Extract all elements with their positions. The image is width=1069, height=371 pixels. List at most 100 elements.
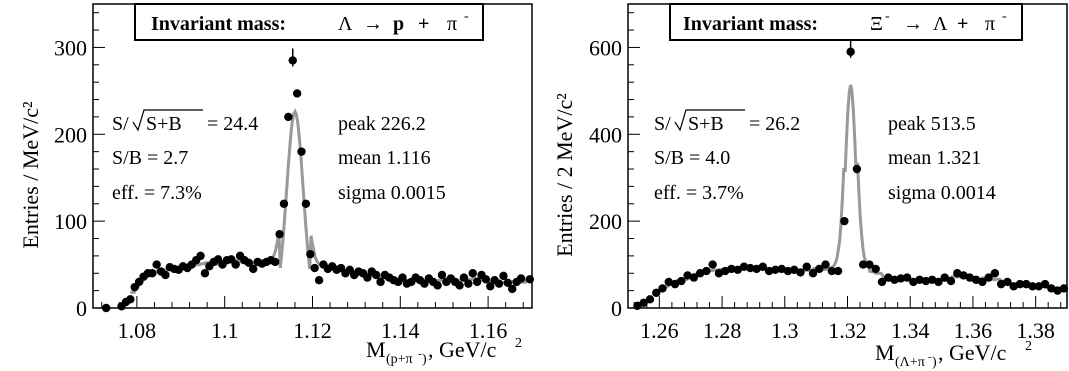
reaction-daughter2: π <box>447 13 457 35</box>
efficiency: eff. = 3.7% <box>654 182 744 204</box>
data-point <box>459 273 469 282</box>
plot-area: 1.26 1.28 1.3 1.32 1.34 1.36 1.38 0 200 400 600 <box>589 3 1069 343</box>
data-point <box>101 303 111 313</box>
data-point <box>231 260 240 269</box>
data-point <box>821 260 830 269</box>
x-title-subclose: ) <box>422 352 427 367</box>
chart-panel-lambda: 1.08 1.1 1.12 1.14 1.16 0 100 200 300 Invariant … <box>0 0 534 371</box>
x-tick-label: 1.08 <box>118 318 157 343</box>
data-point <box>249 264 258 274</box>
data-point <box>708 260 717 269</box>
significance-arg: S+B <box>688 113 724 135</box>
x-title-sub: (Λ+π <box>895 355 925 370</box>
significance-arg: S+B <box>146 113 182 135</box>
x-tick-label: 1.34 <box>891 318 930 343</box>
x-title-main: M <box>875 340 895 365</box>
data-point <box>746 263 755 273</box>
data-point <box>398 273 407 282</box>
data-point <box>670 279 680 289</box>
chart-panel-xi: 1.26 1.28 1.3 1.32 1.34 1.36 1.38 0 200 400 600 In… <box>535 0 1069 371</box>
peak-value: peak 226.2 <box>338 113 426 135</box>
data-point <box>658 284 667 293</box>
data-point <box>433 281 442 290</box>
efficiency: eff. = 7.3% <box>112 182 202 204</box>
data-point <box>639 298 648 307</box>
x-title-unitsup: 2 <box>515 336 522 351</box>
plot-area: 1.08 1.1 1.12 1.14 1.16 0 100 200 300 <box>54 3 534 343</box>
reaction-plus: + <box>957 13 968 35</box>
data-point <box>275 229 284 239</box>
data-point <box>796 268 805 277</box>
y-axis-title: Entries / MeV/c² <box>18 101 43 249</box>
data-point <box>503 278 513 288</box>
y-tick-label: 200 <box>54 122 87 147</box>
data-point <box>677 276 686 286</box>
data-point <box>161 270 170 280</box>
reaction-daughter2: π <box>985 13 995 35</box>
data-point <box>1040 279 1050 289</box>
data-point <box>196 251 205 261</box>
data-point <box>978 277 987 287</box>
y-tick-label: 400 <box>589 122 622 147</box>
data-point <box>468 269 477 278</box>
y-tick-label: 600 <box>589 35 622 60</box>
x-tick-label: 1.26 <box>640 318 679 343</box>
data-point <box>783 266 793 276</box>
data-point <box>833 266 843 276</box>
data-point <box>808 269 818 278</box>
data-point <box>771 265 780 274</box>
peak-value: peak 513.5 <box>888 113 976 135</box>
x-title-subclose: ) <box>932 355 937 370</box>
significance-label: S/ <box>112 113 129 135</box>
data-point <box>921 276 931 286</box>
data-point <box>689 273 699 282</box>
data-point <box>984 273 993 282</box>
data-point <box>310 263 319 273</box>
y-tick-label: 200 <box>589 209 622 234</box>
reaction-parent-charge: - <box>885 9 890 24</box>
data-point <box>376 277 385 287</box>
data-point <box>758 262 768 271</box>
reaction-parent: Λ <box>338 13 353 35</box>
data-point <box>702 266 711 276</box>
data-point <box>472 277 482 287</box>
data-point <box>516 274 526 283</box>
reaction-charge: - <box>464 9 469 24</box>
data-point <box>292 89 302 98</box>
data-point <box>1059 284 1069 293</box>
x-title-subsup: - <box>418 348 422 360</box>
data-point <box>902 273 912 282</box>
data-point <box>508 284 517 294</box>
data-point <box>1003 277 1012 287</box>
x-tick-label: 1.32 <box>828 318 867 343</box>
y-tick-label: 0 <box>76 296 87 321</box>
data-point <box>896 274 906 283</box>
data-point <box>1028 282 1037 291</box>
x-title-unitsup: 2 <box>1025 339 1032 354</box>
x-tick-label: 1.3 <box>771 318 799 343</box>
data-point <box>314 276 324 285</box>
data-point <box>486 282 495 291</box>
data-point <box>827 266 837 276</box>
y-tick-label: 100 <box>54 209 87 234</box>
sb-ratio: S/B = 4.0 <box>654 147 730 169</box>
data-point <box>915 275 924 284</box>
data-point <box>789 265 799 274</box>
data-point <box>1015 279 1025 289</box>
data-point <box>858 260 868 269</box>
sigma-value: sigma 0.0015 <box>338 182 446 204</box>
data-point <box>739 262 749 271</box>
data-point <box>284 112 293 122</box>
stats-block: S/ S+B = 24.4 S/B = 2.7 eff. = 7.3% peak… <box>112 109 446 204</box>
data-point <box>464 279 473 288</box>
data-point <box>871 264 880 274</box>
x-tick-label: 1.14 <box>381 318 420 343</box>
chart-lambda: 1.08 1.1 1.12 1.14 1.16 0 100 200 300 Invariant … <box>18 3 534 367</box>
data-point <box>890 275 899 284</box>
x-tick-label: 1.12 <box>293 318 332 343</box>
x-title-unit: , GeV/c <box>428 337 497 362</box>
sqrt-sign <box>132 109 203 132</box>
data-point <box>645 295 655 304</box>
data-point <box>148 269 157 278</box>
data-point <box>727 264 736 274</box>
